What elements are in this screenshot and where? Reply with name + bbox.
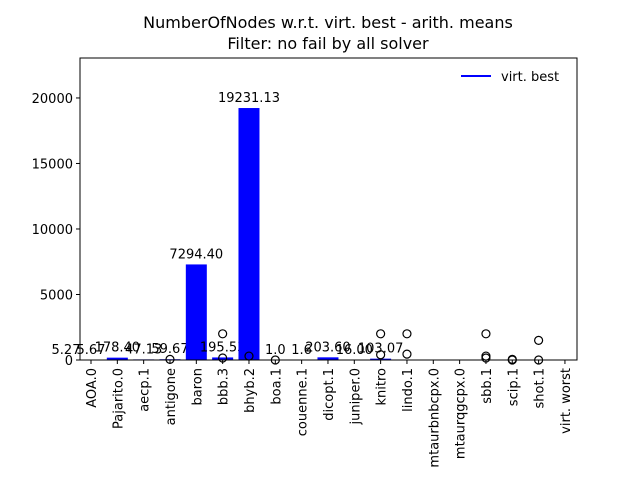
value-label: 16.00 bbox=[336, 343, 373, 358]
outlier bbox=[376, 329, 386, 339]
value-label: 178.40 bbox=[95, 341, 141, 356]
value-label: 19231.13 bbox=[218, 91, 280, 106]
outlier bbox=[481, 353, 491, 363]
bar bbox=[317, 357, 339, 360]
outlier bbox=[165, 354, 175, 364]
x-tick-label: scip.1 bbox=[506, 368, 521, 406]
x-tick-label: knitro bbox=[375, 368, 390, 406]
outlier bbox=[402, 329, 412, 339]
outlier bbox=[218, 329, 228, 339]
bar bbox=[238, 108, 260, 360]
value-label: 5.67 bbox=[77, 343, 106, 358]
outlier bbox=[481, 329, 491, 339]
chart-title: NumberOfNodes w.r.t. virt. best - arith.… bbox=[143, 13, 513, 32]
y-tick-label: 5000 bbox=[40, 288, 73, 303]
x-tick-label: baron bbox=[190, 368, 205, 405]
x-tick-label: mtaurbnbcpx.0 bbox=[427, 368, 442, 468]
value-label: 103.07 bbox=[358, 342, 404, 357]
legend-label: virt. best bbox=[501, 70, 559, 85]
value-label: 59.67 bbox=[151, 342, 188, 357]
outlier bbox=[376, 350, 386, 360]
value-label: 1.6 bbox=[291, 343, 312, 358]
y-tick-label: 20000 bbox=[32, 92, 73, 107]
x-tick-label: bhyb.2 bbox=[243, 368, 258, 413]
x-tick-label: couenne.1 bbox=[296, 368, 311, 436]
x-tick-label: juniper.0 bbox=[348, 368, 363, 426]
x-tick-label: aecp.1 bbox=[138, 368, 153, 412]
x-tick-label: antigone bbox=[164, 368, 179, 425]
value-label: 203.60 bbox=[305, 340, 351, 355]
value-label: 7294.40 bbox=[169, 247, 223, 262]
bar bbox=[185, 264, 207, 360]
bar bbox=[106, 357, 128, 360]
outlier bbox=[218, 353, 228, 363]
x-tick-label: sbb.1 bbox=[480, 368, 495, 404]
x-tick-label: virt. worst bbox=[559, 368, 574, 434]
y-tick-label: 0 bbox=[65, 354, 73, 369]
x-tick-label: shot.1 bbox=[533, 368, 548, 408]
outlier bbox=[402, 349, 412, 359]
y-tick-label: 10000 bbox=[32, 223, 73, 238]
x-tick-label: lindo.1 bbox=[401, 368, 416, 412]
x-tick-label: bbb.3 bbox=[217, 368, 232, 405]
y-tick-label: 15000 bbox=[32, 157, 73, 172]
x-tick-label: dicopt.1 bbox=[322, 368, 337, 421]
value-label: 47.13 bbox=[125, 342, 162, 357]
x-tick-label: boa.1 bbox=[269, 368, 284, 405]
chart-subtitle: Filter: no fail by all solver bbox=[227, 34, 429, 53]
x-tick-label: mtaurqgcpx.0 bbox=[454, 368, 469, 459]
outlier bbox=[534, 335, 544, 345]
value-label: 1.0 bbox=[265, 343, 286, 358]
plot-frame bbox=[79, 57, 578, 361]
bar bbox=[212, 357, 234, 360]
x-tick-label: AOA.0 bbox=[85, 368, 100, 408]
x-tick-label: Pajarito.0 bbox=[111, 368, 126, 429]
value-label: 5.27 bbox=[52, 343, 81, 358]
value-label: 195.53 bbox=[200, 340, 246, 355]
